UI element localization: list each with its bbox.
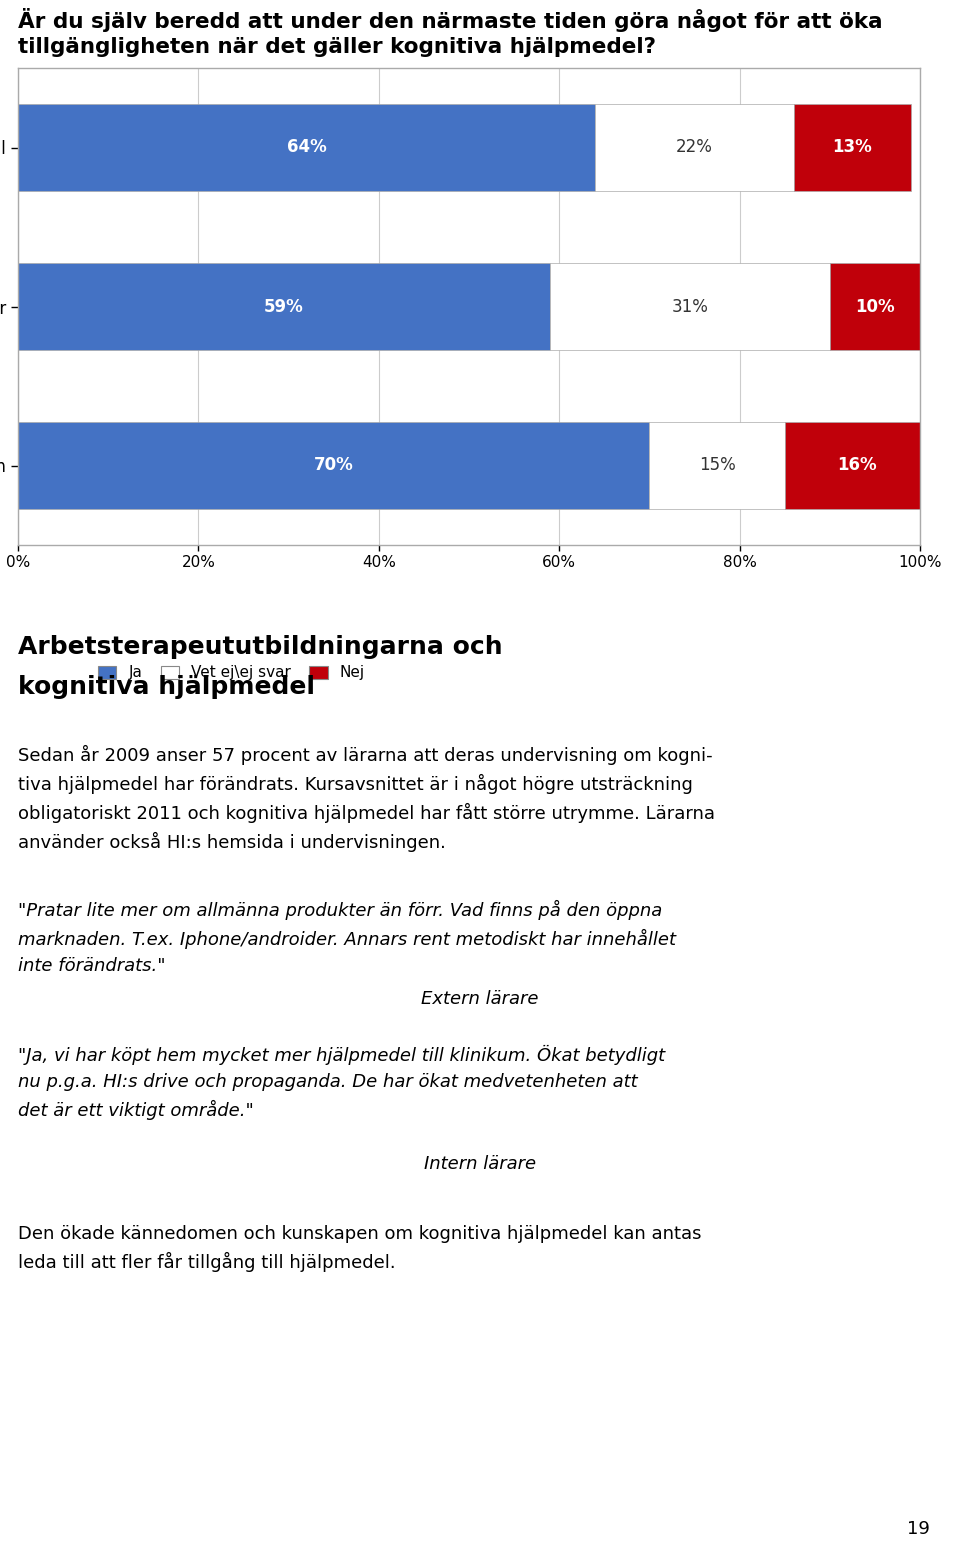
Bar [550, 263, 829, 351]
Text: 16%: 16% [837, 457, 876, 474]
Text: "Ja, vi har köpt hem mycket mer hjälpmedel till klinikum. Ökat betydligt
nu p.g.: "Ja, vi har köpt hem mycket mer hjälpmed… [18, 1045, 665, 1119]
Text: Sedan år 2009 anser 57 procent av lärarna att deras undervisning om kogni-
tiva : Sedan år 2009 anser 57 procent av lärarn… [18, 745, 715, 851]
Text: Intern lärare: Intern lärare [424, 1155, 536, 1172]
Bar [18, 422, 649, 510]
Bar [784, 422, 929, 510]
Text: 70%: 70% [314, 457, 353, 474]
Text: 19: 19 [907, 1520, 930, 1539]
Text: kognitiva hjälpmedel: kognitiva hjälpmedel [18, 675, 315, 698]
Bar [829, 263, 920, 351]
Text: "Pratar lite mer om allmänna produkter än förr. Vad finns på den öppna
marknaden: "Pratar lite mer om allmänna produkter ä… [18, 900, 676, 974]
Text: 13%: 13% [832, 139, 873, 156]
Bar [595, 104, 794, 192]
Bar [794, 104, 911, 192]
Bar [649, 422, 784, 510]
Text: Är du själv beredd att under den närmaste tiden göra något för att öka
tillgängl: Är du själv beredd att under den närmast… [18, 8, 882, 56]
Bar [18, 263, 550, 351]
Text: 15%: 15% [699, 457, 735, 474]
Text: 59%: 59% [264, 298, 304, 315]
Text: 10%: 10% [855, 298, 895, 315]
Text: 31%: 31% [672, 298, 708, 315]
Text: Den ökade kännedomen och kunskapen om kognitiva hjälpmedel kan antas
leda till a: Den ökade kännedomen och kunskapen om ko… [18, 1225, 702, 1272]
Bar [18, 104, 595, 192]
Text: Extern lärare: Extern lärare [421, 990, 539, 1009]
Text: Arbetsterapeututbildningarna och: Arbetsterapeututbildningarna och [18, 635, 503, 659]
Legend: Ja, Vet ej\ej svar, Nej: Ja, Vet ej\ej svar, Nej [98, 666, 365, 680]
Text: 22%: 22% [676, 139, 713, 156]
Text: 64%: 64% [287, 139, 326, 156]
